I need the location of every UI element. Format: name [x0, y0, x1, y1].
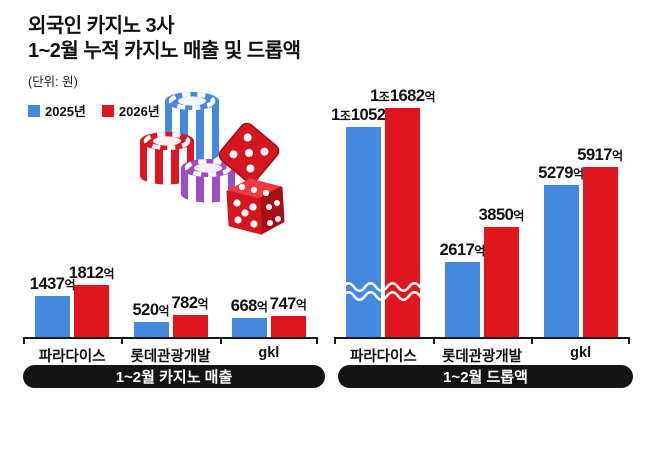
chart-title-pill-drop-amount: 1~2월 드롭액 — [338, 365, 633, 388]
legend-item-2026: 2026년 — [101, 101, 160, 120]
bar-2026년-gkl — [270, 316, 306, 337]
die-lower-icon — [226, 178, 285, 235]
category-label: 롯데관광개발 — [130, 349, 211, 365]
value-label: 5917억 — [577, 146, 624, 164]
category-label: 파라다이스 — [38, 349, 106, 365]
legend-swatch-2025-icon — [28, 104, 40, 117]
value-label: 668억 — [230, 297, 268, 315]
legend-label-2025: 2025년 — [45, 104, 86, 119]
category-label: 롯데관광개발 — [441, 349, 523, 365]
bar-2025년-파라다이스 — [35, 296, 71, 337]
value-label: 1437억 — [29, 275, 76, 293]
value-label: 3850억 — [478, 206, 525, 224]
axis-tick — [121, 339, 123, 344]
axis-tick — [316, 339, 318, 344]
bar-2025년-gkl — [543, 185, 579, 337]
title-line-2: 1~2월 누적 카지노 매출 및 드롭액 — [28, 40, 301, 62]
value-label: 520억 — [132, 301, 170, 319]
legend-swatch-2026-icon — [101, 104, 114, 117]
bar-2026년-롯데관광개발 — [172, 315, 208, 337]
axis-tick — [23, 339, 25, 344]
category-label: gkl — [258, 345, 280, 361]
value-label: 5279억 — [538, 164, 585, 182]
category-label: gkl — [570, 345, 592, 361]
casino-chips-dice-illustration — [140, 91, 285, 235]
title-line-1: 외국인 카지노 3사 — [28, 15, 175, 37]
purple-chip-stack-icon — [181, 158, 235, 203]
bar-2025년-롯데관광개발 — [445, 262, 480, 337]
chart-drop-amount: 파라다이스1조1052억1조1682억롯데관광개발2617억3850억gkl52… — [331, 80, 630, 365]
category-label: 파라다이스 — [349, 349, 417, 365]
legend-item-2025: 2025년 — [28, 101, 86, 120]
unit-note: (단위: 원) — [28, 75, 78, 89]
axis-tick — [220, 339, 222, 344]
legend-label-2026: 2026년 — [118, 104, 160, 119]
chart-title-pill-casino-revenue: 1~2월 카지노 매출 — [23, 365, 325, 388]
bar-2025년-gkl — [231, 318, 267, 337]
value-label: 2617억 — [439, 241, 486, 259]
bar-2026년-파라다이스 — [74, 285, 110, 337]
axis-tick — [531, 339, 533, 344]
legend: 2025년 2026년 — [28, 101, 160, 120]
value-label: 782억 — [171, 294, 209, 312]
value-label: 747억 — [269, 295, 307, 313]
bar-2025년-파라다이스 — [346, 127, 382, 337]
axis-tick — [433, 339, 435, 344]
value-label: 1조1682억 — [370, 87, 436, 105]
value-label: 1812억 — [68, 264, 115, 282]
bar-2025년-롯데관광개발 — [133, 322, 169, 337]
bar-2026년-파라다이스 — [385, 108, 421, 337]
bar-2026년-gkl — [582, 167, 618, 337]
axis-tick — [334, 339, 336, 344]
die-upper-icon — [218, 122, 280, 184]
page-title: 외국인 카지노 3사 1~2월 누적 카지노 매출 및 드롭액 — [28, 14, 301, 64]
axis-tick — [628, 339, 630, 344]
bar-2026년-롯데관광개발 — [484, 227, 519, 337]
